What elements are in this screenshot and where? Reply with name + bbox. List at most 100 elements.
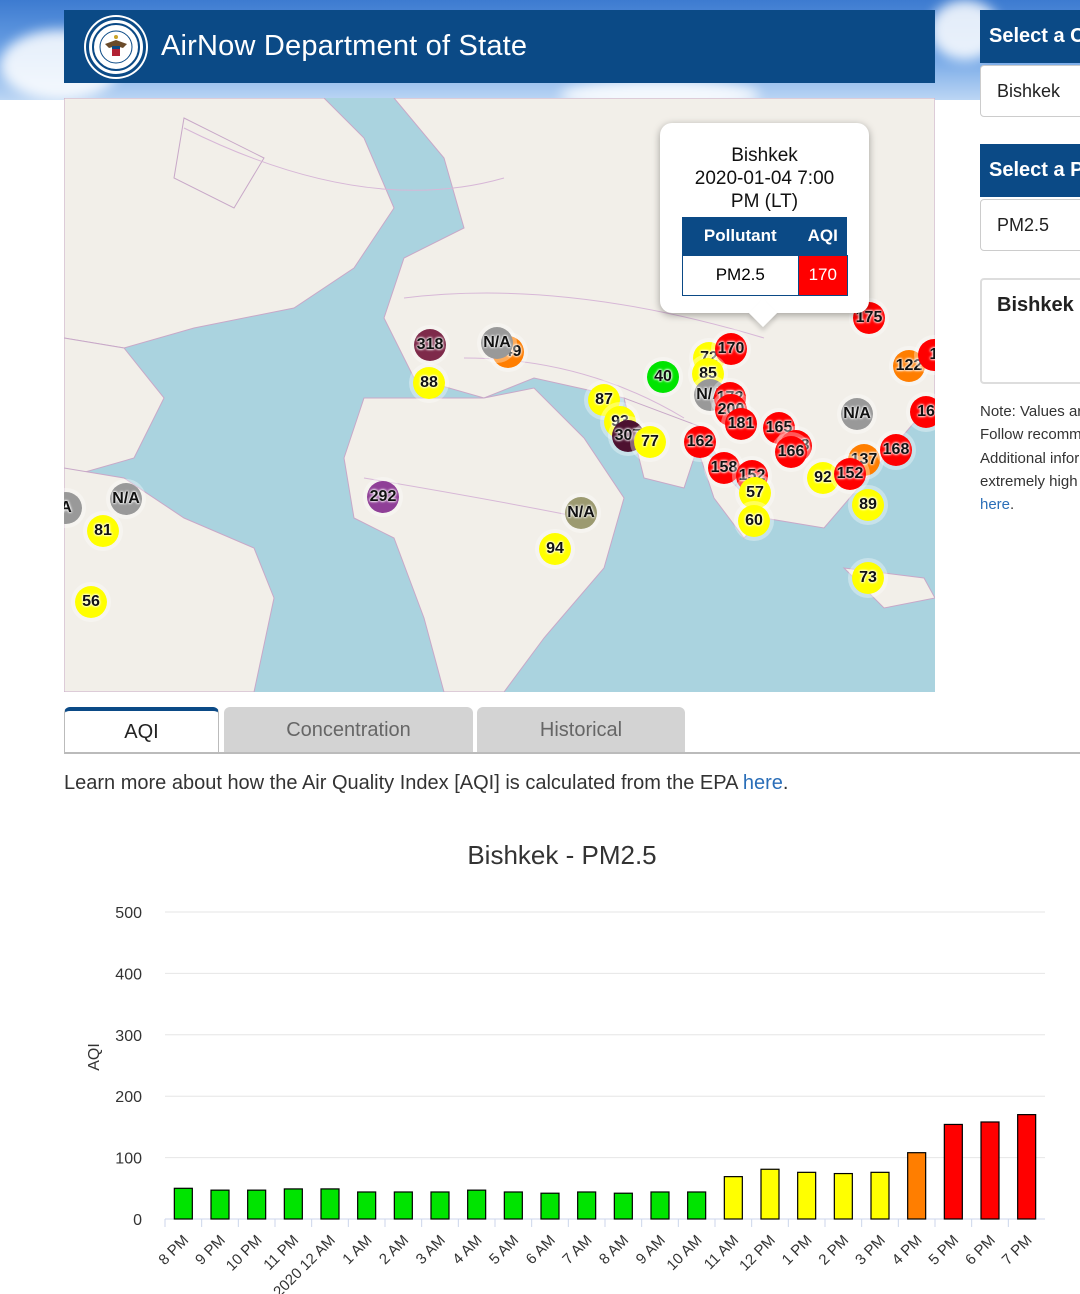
bar[interactable] bbox=[943, 1123, 963, 1220]
bar[interactable] bbox=[467, 1189, 487, 1220]
note-line: Follow recommendations bbox=[980, 426, 1080, 444]
learn-more-end: . bbox=[782, 772, 789, 794]
note-line: Additional information bbox=[980, 449, 1080, 467]
side-note: Note: Values are Follow recommendations … bbox=[980, 400, 1080, 516]
bar[interactable] bbox=[687, 1191, 707, 1220]
city-selector: Select a City Bishkek bbox=[980, 10, 1080, 117]
aqi-marker[interactable]: 94 bbox=[535, 529, 575, 569]
bar[interactable] bbox=[723, 1176, 743, 1220]
tab-concentration[interactable]: Concentration bbox=[224, 707, 473, 753]
pollutant-selector-header: Select a Pollutant bbox=[980, 144, 1080, 197]
aqi-marker[interactable]: 40 bbox=[643, 357, 683, 397]
x-tick-label: 6 AM bbox=[523, 1232, 559, 1268]
aqi-marker[interactable]: 89 bbox=[848, 485, 888, 525]
bar[interactable] bbox=[430, 1191, 450, 1220]
bar[interactable] bbox=[320, 1188, 340, 1220]
learn-more-here-link[interactable]: here bbox=[742, 772, 783, 794]
x-tick-label: 2 PM bbox=[815, 1232, 852, 1269]
x-tick-label: 10 PM bbox=[223, 1232, 266, 1275]
aqi-marker[interactable]: 168 bbox=[876, 430, 916, 470]
x-tick-label: 5 AM bbox=[486, 1232, 522, 1268]
bar[interactable] bbox=[173, 1187, 193, 1220]
x-tick-label: 4 AM bbox=[449, 1232, 485, 1268]
x-tick-label: 8 AM bbox=[596, 1232, 632, 1268]
aqi-marker[interactable]: 292 bbox=[363, 477, 403, 517]
bar[interactable] bbox=[650, 1191, 670, 1220]
note-end: . bbox=[1010, 496, 1015, 514]
popup-table: Pollutant AQI PM2.5 170 bbox=[681, 217, 848, 296]
aqi-marker[interactable]: N/A bbox=[837, 394, 877, 434]
tab-aqi[interactable]: AQI bbox=[64, 707, 219, 753]
bar[interactable] bbox=[760, 1168, 780, 1220]
tabs-divider bbox=[64, 752, 1080, 754]
x-tick-label: 11 AM bbox=[701, 1232, 742, 1273]
x-tick-label: 7 PM bbox=[999, 1232, 1036, 1269]
y-axis-label: AQI bbox=[86, 1043, 103, 1071]
bar[interactable] bbox=[210, 1189, 230, 1220]
city-selector-header: Select a City bbox=[980, 10, 1080, 63]
x-tick-label: 4 PM bbox=[889, 1232, 926, 1269]
aqi-marker[interactable]: 60 bbox=[734, 501, 774, 541]
aqi-marker[interactable]: 77 bbox=[630, 422, 670, 462]
selected-city-panel: Bishkek bbox=[980, 278, 1080, 384]
aqi-marker[interactable]: 81 bbox=[83, 511, 123, 551]
aqi-marker[interactable]: N/A bbox=[106, 479, 146, 519]
bar[interactable] bbox=[247, 1189, 267, 1220]
bar[interactable] bbox=[503, 1191, 523, 1220]
bar[interactable] bbox=[357, 1191, 377, 1220]
y-tick-label: 0 bbox=[133, 1212, 142, 1229]
bar[interactable] bbox=[283, 1188, 303, 1220]
x-tick-label: 2 AM bbox=[376, 1232, 412, 1268]
x-tick-label: 10 AM bbox=[663, 1232, 705, 1274]
chart-title: Bishkek - PM2.5 bbox=[467, 840, 657, 870]
x-tick-label: 3 PM bbox=[852, 1232, 889, 1269]
pollutant-select[interactable]: PM2.5 bbox=[980, 199, 1080, 251]
y-tick-label: 300 bbox=[115, 1028, 142, 1045]
aqi-marker[interactable]: 166 bbox=[771, 432, 811, 472]
x-tick-label: 1 PM bbox=[779, 1232, 816, 1269]
popup-city: Bishkek bbox=[731, 145, 798, 166]
world-map[interactable]: 31814988N/A879330777407217085N/A17220018… bbox=[64, 98, 935, 692]
aqi-marker[interactable]: 122 bbox=[889, 346, 929, 386]
note-here-link[interactable]: here bbox=[980, 496, 1011, 514]
aqi-marker[interactable]: 162 bbox=[680, 422, 720, 462]
bar[interactable] bbox=[907, 1152, 927, 1220]
aqi-marker[interactable]: 88 bbox=[409, 363, 449, 403]
learn-more-text: Learn more about how the Air Quality Ind… bbox=[64, 772, 788, 795]
x-tick-label: 1 AM bbox=[339, 1232, 375, 1268]
aqi-marker[interactable]: 56 bbox=[71, 582, 111, 622]
bar[interactable] bbox=[577, 1191, 597, 1220]
city-select[interactable]: Bishkek bbox=[980, 65, 1080, 117]
map-popup: Bishkek 2020-01-04 7:00 PM (LT) Pollutan… bbox=[660, 123, 869, 328]
aqi-marker[interactable]: 152 bbox=[830, 454, 870, 494]
bar[interactable] bbox=[393, 1191, 413, 1220]
bar[interactable] bbox=[540, 1192, 560, 1220]
bar[interactable] bbox=[613, 1192, 633, 1220]
aqi-marker[interactable]: 16 bbox=[906, 392, 935, 432]
aqi-marker[interactable]: 170 bbox=[711, 329, 751, 369]
aqi-marker[interactable]: 73 bbox=[848, 558, 888, 598]
bar[interactable] bbox=[870, 1171, 890, 1220]
bar[interactable] bbox=[1017, 1114, 1037, 1220]
aqi-marker[interactable]: 181 bbox=[721, 404, 761, 444]
popup-pollutant: PM2.5 bbox=[681, 254, 800, 296]
x-tick-label: 5 PM bbox=[925, 1232, 962, 1269]
bar[interactable] bbox=[797, 1171, 817, 1220]
popup-aqi-value: 170 bbox=[798, 254, 848, 296]
aqi-marker[interactable]: 175 bbox=[849, 298, 889, 338]
aqi-marker[interactable]: 1 bbox=[914, 335, 935, 375]
tab-historical[interactable]: Historical bbox=[477, 707, 685, 753]
popup-datetime-1: 2020-01-04 7:00 bbox=[694, 168, 835, 189]
aqi-marker[interactable]: 318 bbox=[410, 325, 450, 365]
x-tick-label: 6 PM bbox=[962, 1232, 999, 1269]
x-tick-label: 3 AM bbox=[413, 1232, 449, 1268]
aqi-marker[interactable]: N/A bbox=[561, 493, 601, 533]
aqi-marker[interactable]: N/A bbox=[477, 323, 517, 363]
bar[interactable] bbox=[833, 1172, 853, 1220]
popup-header-aqi: AQI bbox=[798, 217, 847, 255]
bar[interactable] bbox=[980, 1121, 1000, 1220]
note-line: extremely high bbox=[980, 472, 1078, 490]
selected-city-name: Bishkek bbox=[997, 294, 1074, 316]
y-tick-label: 400 bbox=[115, 966, 142, 983]
